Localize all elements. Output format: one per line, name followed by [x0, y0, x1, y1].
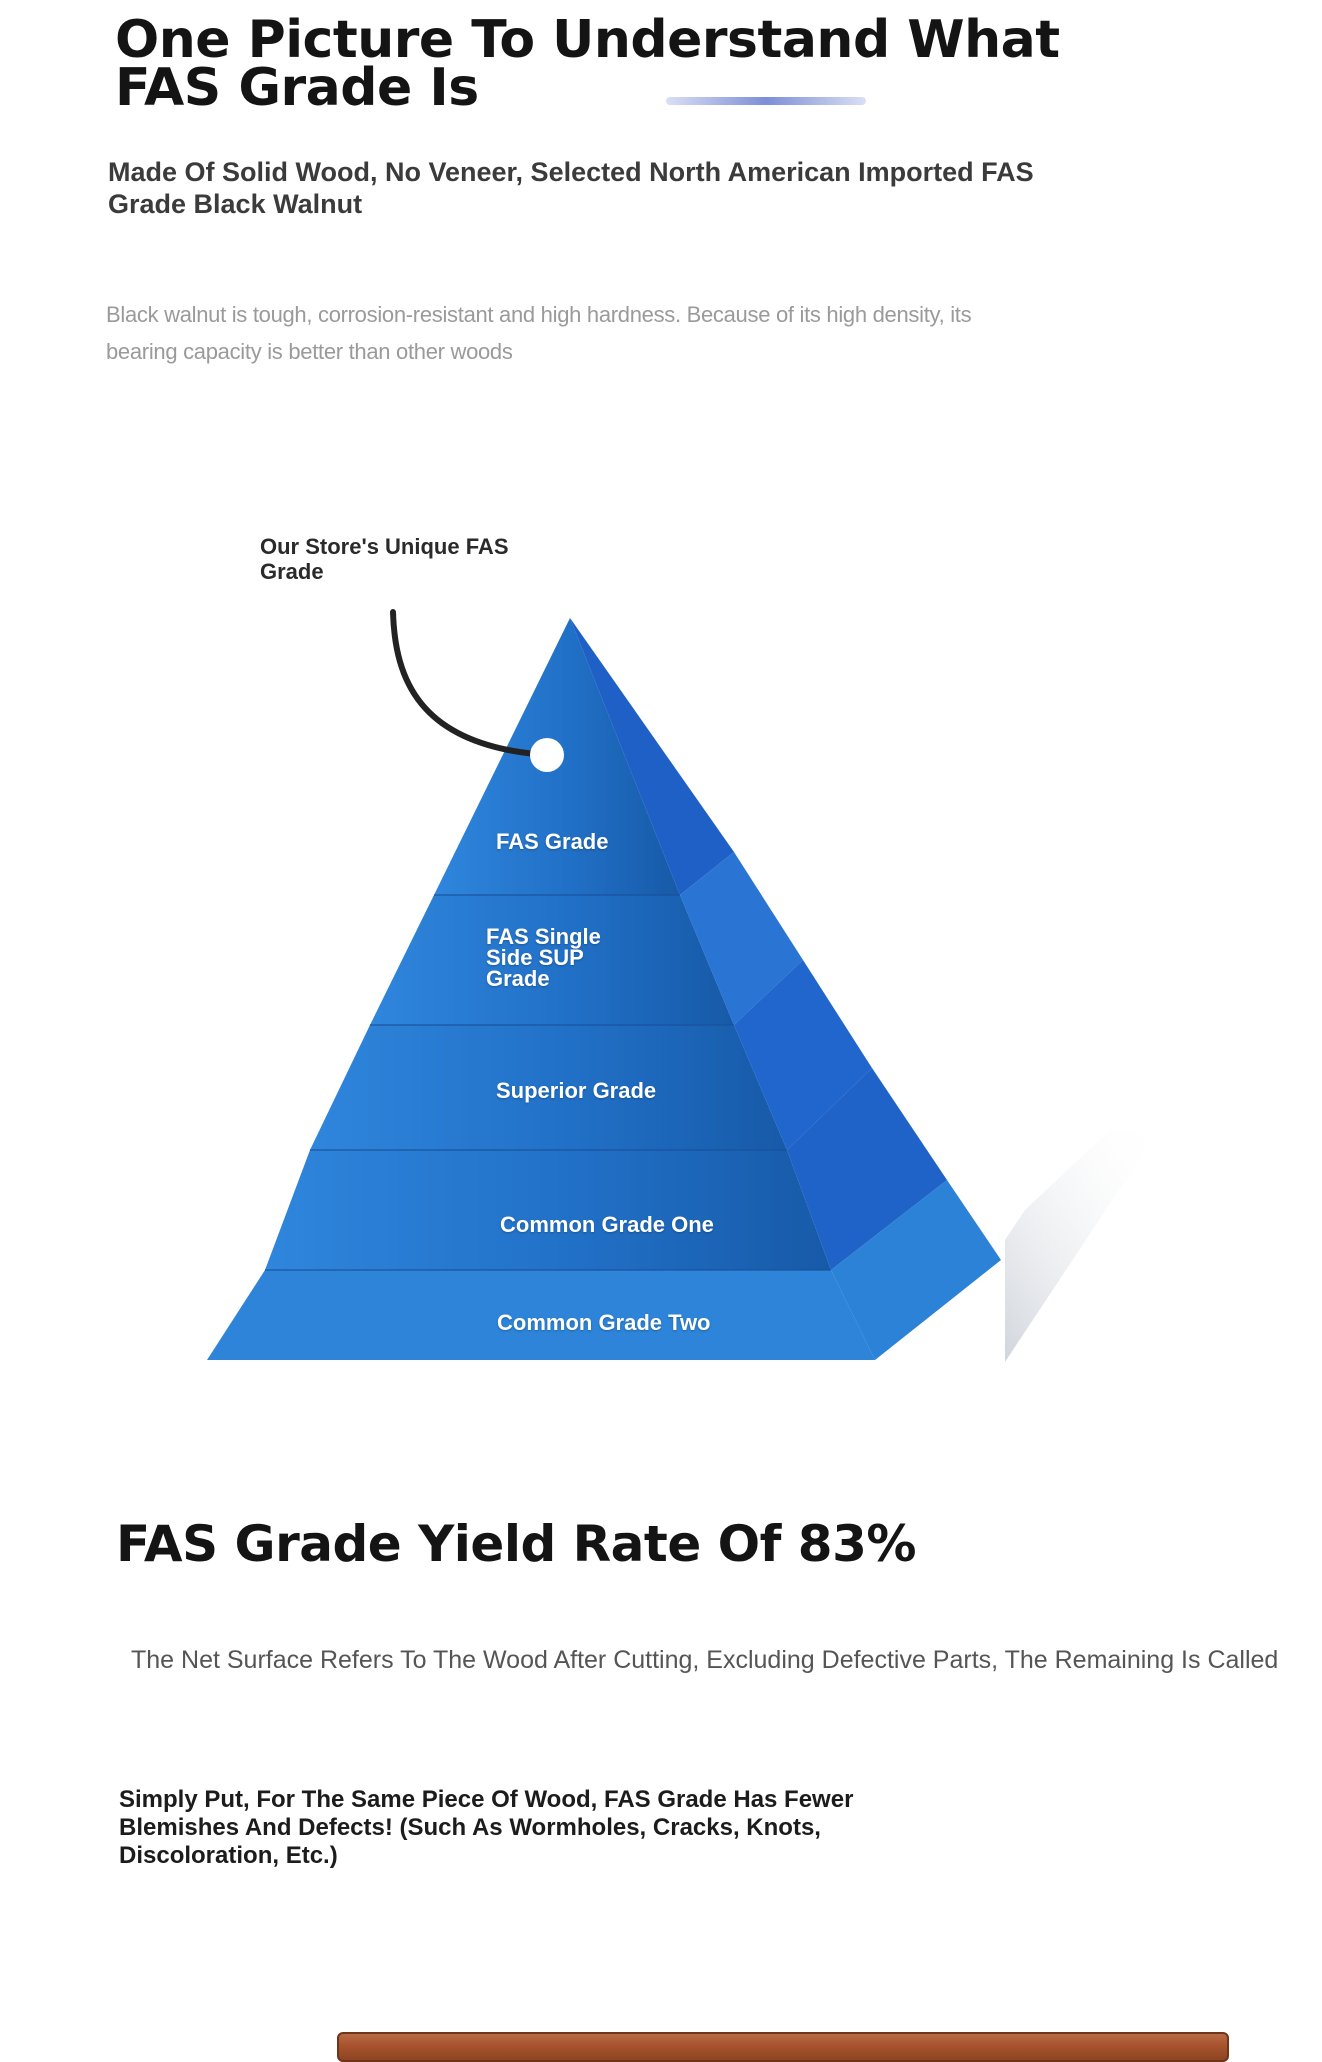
subtitle: Made Of Solid Wood, No Veneer, Selected …: [108, 157, 1034, 219]
tier-side-2: [680, 852, 803, 1025]
wood-plank-image: [337, 2032, 1229, 2062]
tier-label-common-grade-one: Common Grade One: [500, 1212, 714, 1237]
tier-side-5: [831, 1180, 1001, 1360]
tier-label-fas-grade: FAS Grade: [496, 829, 609, 854]
tier-side-1: [570, 618, 734, 895]
tier-front-3: [310, 1025, 787, 1150]
tier-front-5: [207, 1270, 875, 1360]
tier-separators: [265, 894, 831, 1271]
callout-connector-line: [390, 609, 538, 757]
simply-put-text: Simply Put, For The Same Piece Of Wood, …: [119, 1786, 854, 1869]
tier-side-3: [734, 960, 872, 1150]
pyramid-side-face: [570, 618, 1001, 1360]
pyramid-shadow: [1005, 1128, 1150, 1362]
pyramid-callout-label: Our Store's Unique FAS Grade: [260, 534, 509, 584]
tier-label-fas-single-side-sup: FAS Single Side SUP Grade: [486, 924, 601, 991]
tier-front-2: [370, 895, 734, 1025]
pyramid-front-face: [207, 618, 875, 1360]
net-surface-text: The Net Surface Refers To The Wood After…: [131, 1646, 1279, 1674]
tier-side-4: [787, 1068, 947, 1270]
title-underline-decoration: [666, 97, 866, 105]
callout-dot: [530, 738, 564, 772]
page-title: One Picture To Understand What FAS Grade…: [115, 10, 1060, 118]
description-text: Black walnut is tough, corrosion-resista…: [106, 302, 972, 364]
grade-pyramid: [207, 609, 1150, 1362]
tier-label-superior-grade: Superior Grade: [496, 1078, 657, 1103]
yield-heading: FAS Grade Yield Rate Of 83%: [116, 1515, 916, 1573]
tier-front-4: [265, 1150, 831, 1270]
tier-label-common-grade-two: Common Grade Two: [497, 1310, 711, 1335]
